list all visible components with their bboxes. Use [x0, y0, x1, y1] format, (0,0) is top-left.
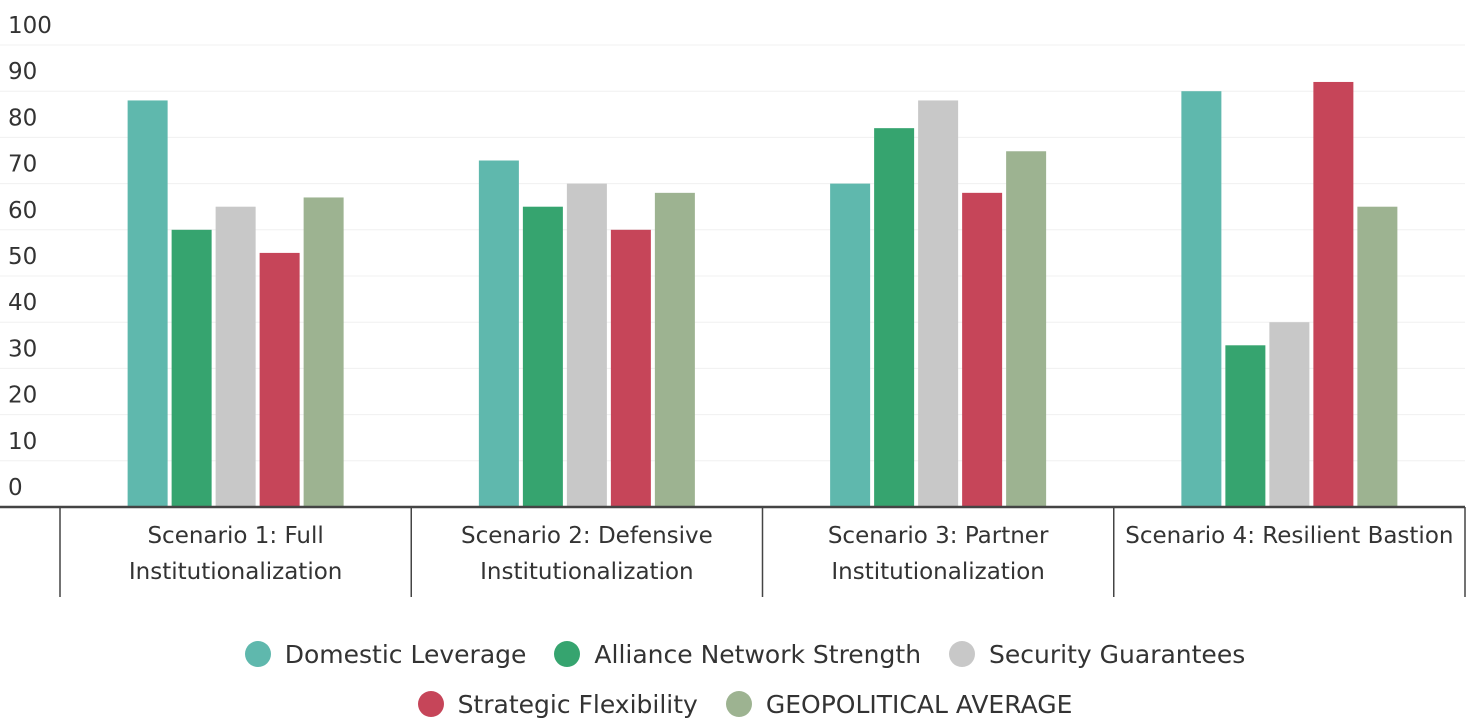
y-tick-label: 50: [8, 244, 37, 270]
y-tick-label: 90: [8, 59, 37, 85]
legend-swatch: [554, 641, 581, 667]
bar: [830, 183, 871, 507]
y-tick-label: 10: [8, 429, 37, 455]
bar: [127, 100, 168, 507]
legend-swatch: [949, 641, 976, 667]
x-tick-label: Scenario 1: Full Institutionalization: [128, 523, 343, 585]
legend: Domestic Leverage Alliance Network Streng…: [135, 636, 1355, 722]
x-tick-label: Scenario 3: Partner Institutionalization: [827, 523, 1049, 585]
bar: [566, 183, 607, 507]
bar: [303, 197, 344, 507]
legend-swatch: [244, 641, 271, 667]
bar: [1006, 151, 1047, 507]
bar: [918, 100, 959, 507]
bar: [962, 192, 1003, 507]
legend-label: Domestic Leverage: [284, 639, 527, 669]
legend-label: GEOPOLITICAL AVERAGE: [765, 689, 1073, 719]
legend-swatch: [725, 691, 752, 717]
x-tick-label: Scenario 4: Resilient Bastion: [1125, 523, 1454, 549]
bar: [1269, 322, 1310, 507]
bar: [522, 206, 563, 507]
legend-label: Alliance Network Strength: [594, 639, 922, 669]
legend-label: Strategic Flexibility: [457, 689, 698, 719]
bar: [1313, 81, 1354, 508]
y-tick-label: 100: [8, 13, 52, 39]
bar: [874, 128, 915, 507]
bar: [478, 160, 519, 507]
bar: [171, 229, 212, 508]
legend-item: Strategic Flexibility: [417, 686, 698, 722]
y-tick-label: 0: [8, 475, 23, 501]
y-tick-label: 70: [8, 152, 37, 178]
bar: [1181, 91, 1222, 507]
bar: [1225, 345, 1266, 507]
legend-item: GEOPOLITICAL AVERAGE: [725, 686, 1073, 722]
legend-swatch: [417, 691, 444, 717]
y-tick-label: 30: [8, 336, 37, 362]
legend-item: Domestic Leverage: [244, 636, 527, 672]
legend-item: Alliance Network Strength: [554, 636, 921, 672]
y-tick-label: 20: [8, 383, 37, 409]
y-tick-label: 60: [8, 198, 37, 224]
bar: [654, 192, 695, 507]
bar: [215, 206, 256, 507]
bar: [610, 229, 651, 508]
bar: [1357, 206, 1398, 507]
y-tick-label: 80: [8, 105, 37, 131]
legend-label: Security Guarantees: [989, 639, 1246, 669]
bar: [259, 252, 300, 507]
x-tick-label: Scenario 2: Defensive Institutionalizati…: [460, 523, 713, 585]
y-tick-label: 40: [8, 290, 37, 316]
legend-item: Security Guarantees: [949, 636, 1245, 672]
